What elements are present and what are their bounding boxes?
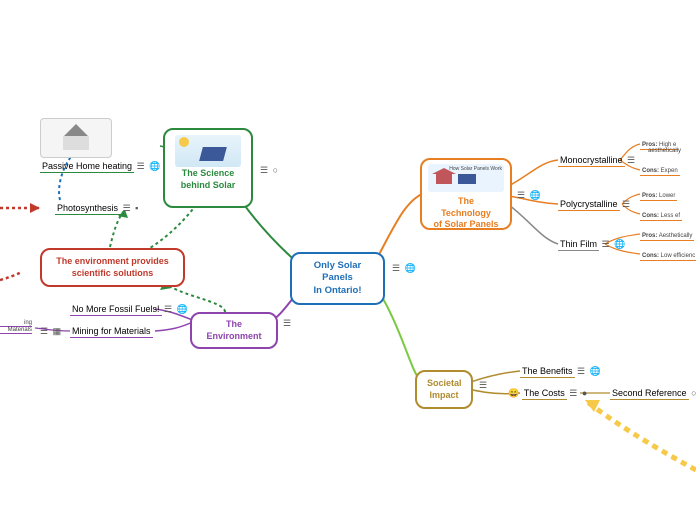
environment-node[interactable]: The Environment <box>190 312 278 349</box>
thin-pros: Pros: Aesthetically <box>640 229 694 241</box>
societal-l2: Impact <box>427 390 461 402</box>
passive-image <box>40 118 112 158</box>
thin-leaf[interactable]: Thin Film ☰ 🌐 <box>558 239 626 251</box>
center-title-l1: Only Solar Panels <box>302 260 373 285</box>
second-ref-leaf[interactable]: Second Reference ○ <box>610 388 696 400</box>
photosynthesis-leaf[interactable]: Photosynthesis ☰ ▪ <box>55 203 139 215</box>
env-provides-l1: The environment provides <box>52 256 173 268</box>
poly-cons: Cons: Less ef <box>640 209 682 221</box>
fossil-leaf[interactable]: No More Fossil Fuels! ☰ 🌐 <box>70 304 189 316</box>
emoji-icon: 😄 <box>508 388 519 398</box>
center-title-l2: In Ontario! <box>302 285 373 297</box>
env-icons: ☰ <box>283 318 292 329</box>
societal-node[interactable]: Societal Impact <box>415 370 473 409</box>
env-provides-node[interactable]: The environment provides scientific solu… <box>40 248 185 287</box>
env-provides-l2: scientific solutions <box>52 268 173 280</box>
center-icons: ☰ 🌐 <box>392 263 417 274</box>
tech-icons: ☰ 🌐 <box>517 190 542 201</box>
mono-cons: Cons: Expen <box>640 164 680 176</box>
tech-title-l2: of Solar Panels <box>432 219 500 231</box>
benefits-leaf[interactable]: The Benefits ☰ 🌐 <box>520 366 602 378</box>
poly-leaf[interactable]: Polycrystalline ☰ <box>558 199 631 211</box>
mono-leaf[interactable]: Monocrystalline ☰ <box>558 155 636 167</box>
poly-pros: Pros: Lower <box>640 189 677 201</box>
passive-leaf[interactable]: Passive Home heating ☰ 🌐 <box>40 161 161 173</box>
societal-icons: ☰ <box>479 380 488 391</box>
mining-leaf[interactable]: Mining for Materials <box>70 326 153 338</box>
env-title: The Environment <box>206 319 261 341</box>
mining-icons: ☰ ▦ <box>40 326 62 337</box>
costs-leaf[interactable]: 😄 The Costs ☰ ● <box>508 388 588 400</box>
societal-l1: Societal <box>427 378 461 390</box>
science-icons: ☰ ○ <box>260 165 279 176</box>
center-node[interactable]: Only Solar Panels In Ontario! <box>290 252 385 305</box>
science-title-l1: The Science <box>175 168 241 180</box>
mono-pros-sub: aesthetically <box>648 148 681 154</box>
mining-sub-leaf: ing Materials <box>0 320 32 334</box>
science-inner-image <box>175 135 241 167</box>
tech-inner-image: How Solar Panels Work <box>428 164 504 192</box>
thin-cons: Cons: Low efficienc <box>640 249 696 261</box>
tech-title-l1: The Technology <box>432 196 500 219</box>
science-title-l2: behind Solar <box>175 180 241 192</box>
